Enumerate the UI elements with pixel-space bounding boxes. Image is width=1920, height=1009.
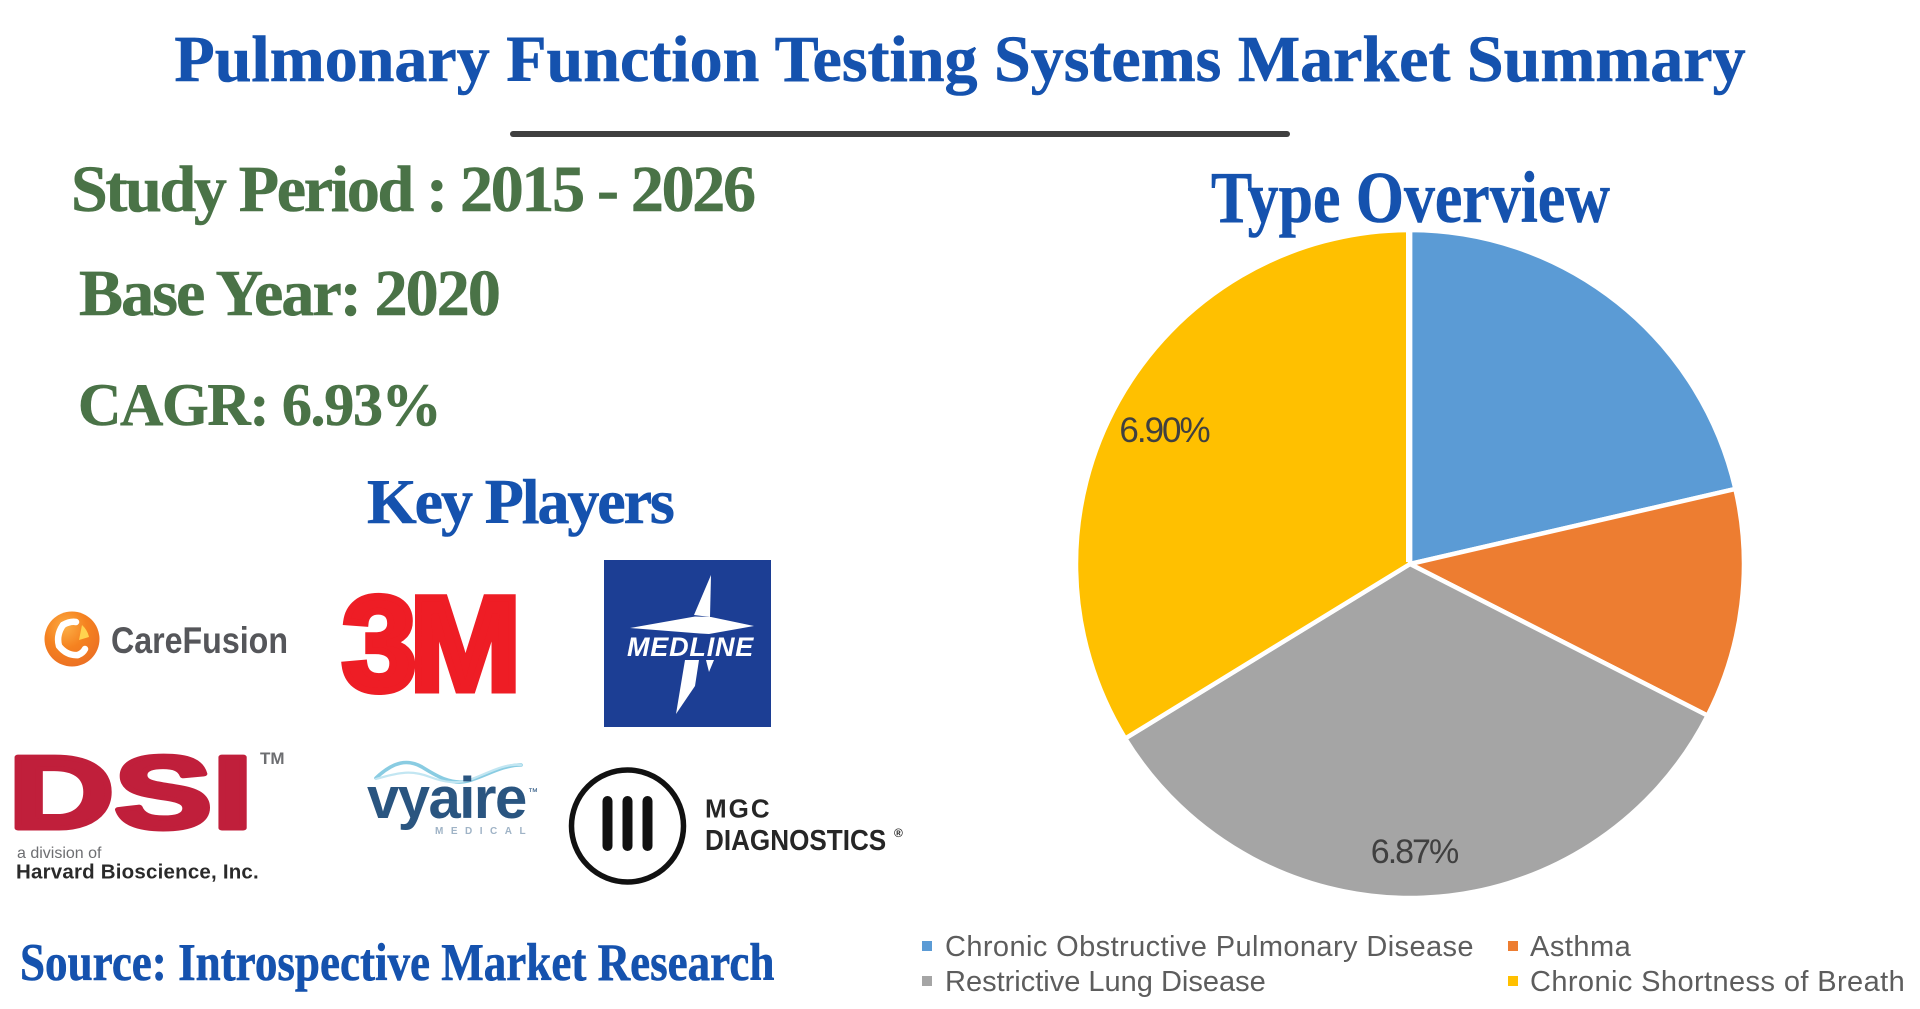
svg-text:®: ® [894, 826, 903, 840]
svg-text:MEDICAL: MEDICAL [435, 826, 533, 837]
svg-text:DIAGNOSTICS: DIAGNOSTICS [705, 824, 886, 857]
svg-text:™: ™ [528, 787, 538, 798]
svg-text:DSI: DSI [10, 740, 253, 850]
svg-text:CareFusion: CareFusion [111, 621, 288, 662]
svg-text:6.90%: 6.90% [1119, 411, 1209, 450]
svg-text:6.87%: 6.87% [1371, 833, 1459, 871]
svg-text:Harvard Bioscience, Inc.: Harvard Bioscience, Inc. [16, 861, 259, 884]
svg-text:vyaire: vyaire [367, 766, 526, 831]
svg-text:TM: TM [260, 749, 285, 768]
svg-text:MGC: MGC [705, 794, 772, 824]
svg-text:MEDLINE: MEDLINE [627, 632, 754, 662]
svg-text:a division of: a division of [17, 845, 102, 862]
svg-text:3M: 3M [342, 580, 514, 710]
